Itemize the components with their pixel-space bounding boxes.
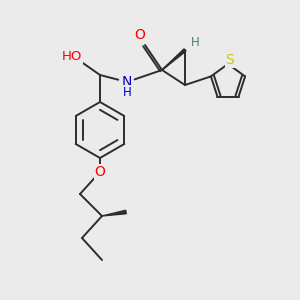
- Text: N: N: [122, 75, 132, 89]
- Text: H: H: [190, 37, 200, 50]
- Text: H: H: [123, 85, 131, 98]
- Polygon shape: [102, 210, 126, 216]
- Text: O: O: [94, 165, 105, 179]
- Text: S: S: [226, 53, 234, 67]
- Text: HO: HO: [62, 50, 82, 64]
- Polygon shape: [162, 49, 186, 70]
- Text: O: O: [135, 28, 146, 42]
